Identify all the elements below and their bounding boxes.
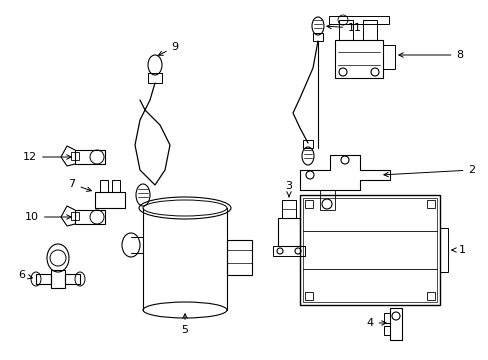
Bar	[278, 218, 299, 246]
Bar	[319, 190, 334, 210]
Bar	[100, 180, 108, 192]
Bar	[148, 73, 162, 83]
Bar	[71, 152, 79, 160]
Text: 1: 1	[451, 245, 465, 255]
Bar	[303, 140, 312, 148]
Bar	[328, 16, 388, 24]
Bar	[439, 228, 447, 272]
Text: 8: 8	[398, 50, 463, 60]
Bar	[362, 20, 376, 40]
Text: 2: 2	[383, 165, 475, 177]
Text: 9: 9	[158, 42, 178, 55]
Text: 3: 3	[285, 181, 292, 197]
Bar	[71, 212, 79, 220]
Bar	[382, 45, 394, 69]
Text: 4: 4	[366, 318, 386, 328]
Bar	[426, 200, 434, 208]
Bar	[65, 274, 80, 284]
Bar	[305, 292, 312, 300]
Bar	[383, 313, 389, 323]
Bar	[334, 40, 382, 78]
Bar	[305, 200, 312, 208]
Bar	[383, 326, 389, 335]
Text: 5: 5	[181, 314, 188, 335]
Bar	[36, 274, 51, 284]
Bar	[95, 192, 125, 208]
Bar	[75, 150, 105, 164]
Text: 12: 12	[23, 152, 71, 162]
Bar	[299, 195, 439, 305]
Bar	[112, 180, 120, 192]
Bar	[338, 20, 352, 40]
Bar	[303, 198, 436, 302]
Bar	[51, 270, 65, 288]
Text: 11: 11	[326, 23, 361, 33]
Bar	[272, 246, 305, 256]
Bar	[389, 308, 401, 340]
Bar	[312, 33, 323, 41]
Bar	[426, 292, 434, 300]
Text: 6: 6	[19, 270, 32, 280]
Bar	[282, 200, 295, 218]
Bar	[75, 210, 105, 224]
Bar	[226, 240, 251, 275]
Text: 10: 10	[25, 212, 71, 222]
Text: 7: 7	[68, 179, 91, 192]
